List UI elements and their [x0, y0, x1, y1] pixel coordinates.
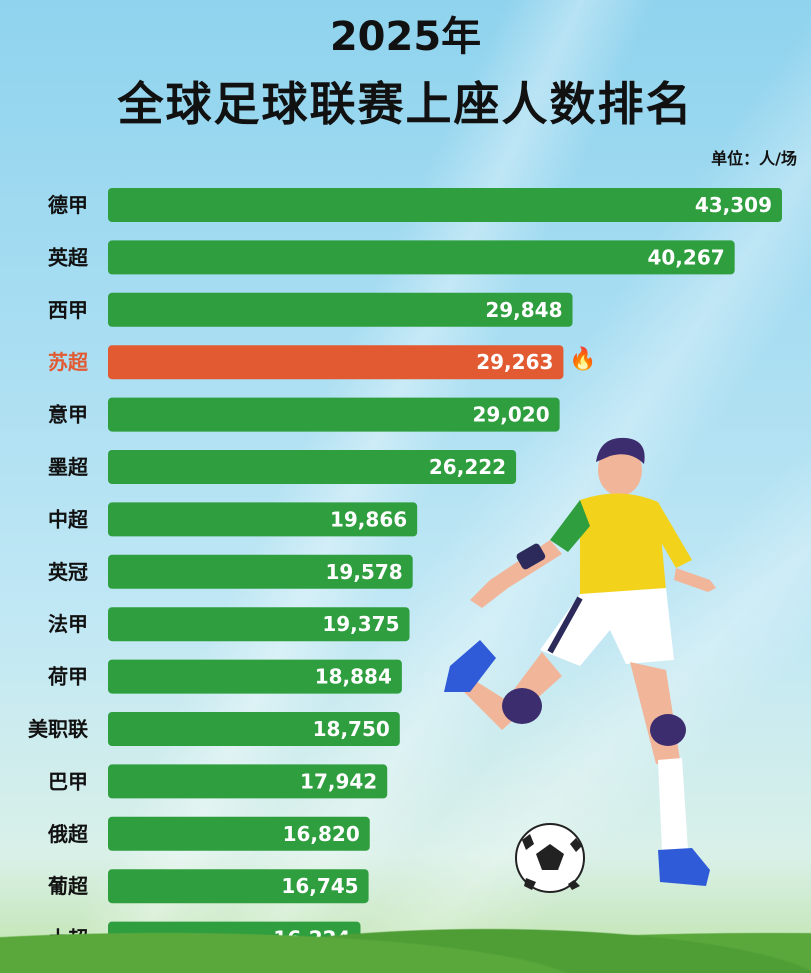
- bar-1: [108, 188, 782, 222]
- unit-label: 单位：人/场: [711, 149, 797, 168]
- value-label: 29,020: [472, 403, 549, 427]
- category-label: 德甲: [48, 193, 88, 217]
- soccer-player-illustration: [444, 437, 716, 893]
- bar-12: [108, 764, 388, 799]
- category-label: 英超: [48, 245, 89, 269]
- category-label: 西甲: [48, 298, 88, 322]
- value-label: 16,820: [283, 822, 360, 846]
- value-label: 43,309: [695, 193, 772, 217]
- value-label: 18,750: [313, 717, 390, 741]
- bar-5: [108, 397, 560, 432]
- category-label: 英冠: [48, 560, 88, 584]
- category-label: 法甲: [48, 612, 88, 636]
- category-label: 墨超: [48, 455, 89, 479]
- category-label: 俄超: [47, 822, 89, 846]
- bar-11: [108, 712, 400, 746]
- category-label: 葡超: [47, 874, 89, 898]
- page-title: 全球足球联赛上座人数排名: [117, 77, 694, 131]
- value-label: 19,866: [330, 507, 407, 531]
- bar-14: [108, 869, 369, 904]
- category-label: 荷甲: [48, 665, 88, 689]
- value-label: 29,848: [485, 298, 562, 322]
- value-label: 16,745: [281, 874, 358, 898]
- category-label: 意甲: [48, 403, 88, 427]
- value-label: 19,578: [325, 560, 402, 584]
- bar-2: [108, 240, 735, 275]
- bar-8: [108, 554, 413, 589]
- bar-6: [108, 450, 517, 484]
- value-label: 19,375: [322, 612, 399, 636]
- year-title: 2025年: [329, 14, 482, 60]
- value-label: 17,942: [300, 769, 377, 793]
- category-label: 美职联: [28, 717, 88, 741]
- value-label: 40,267: [647, 245, 724, 269]
- value-label: 29,263: [476, 350, 553, 374]
- value-label: 18,884: [315, 665, 392, 689]
- category-label: 巴甲: [48, 769, 88, 793]
- grass-decoration: [0, 903, 811, 973]
- value-label: 26,222: [429, 455, 506, 479]
- bar-13: [108, 816, 370, 851]
- bar-9: [108, 607, 410, 642]
- category-label: 苏超: [48, 350, 89, 374]
- bar-4: [108, 345, 564, 380]
- bar-3: [108, 292, 573, 327]
- category-label: 中超: [48, 507, 89, 531]
- bar-7: [108, 502, 418, 537]
- fire-icon: 🔥: [569, 347, 597, 373]
- bar-10: [108, 659, 402, 694]
